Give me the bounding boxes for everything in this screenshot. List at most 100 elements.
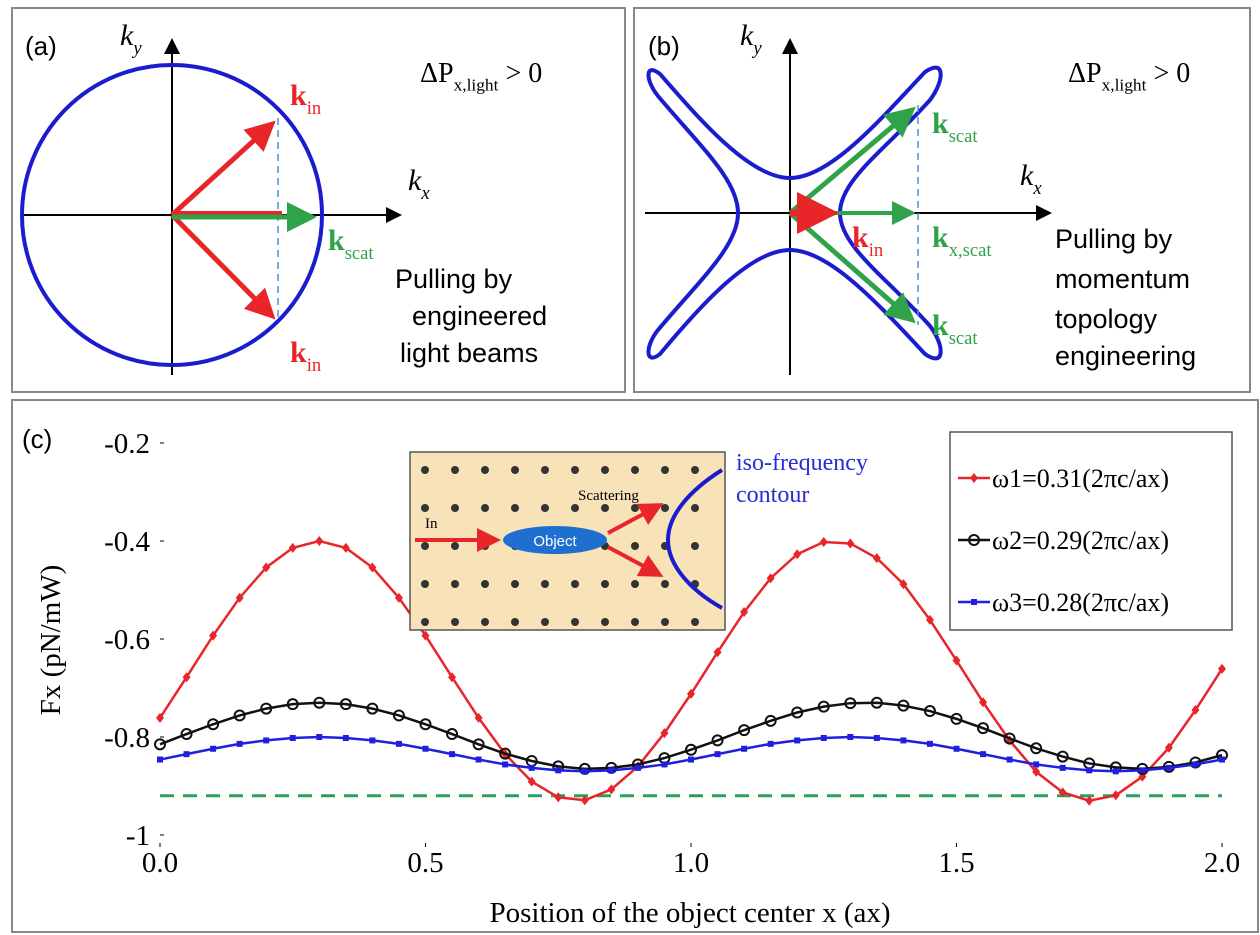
marker — [1112, 790, 1120, 800]
marker — [821, 735, 827, 741]
label: kin — [852, 221, 884, 261]
marker — [1166, 765, 1172, 771]
marker — [316, 734, 322, 740]
lattice-dot — [571, 504, 579, 512]
label: ΔPx,light > 0 — [420, 58, 542, 94]
inset-text: Scattering — [578, 488, 639, 504]
label: kx — [408, 164, 430, 204]
marker — [688, 757, 694, 763]
marker — [874, 735, 880, 741]
marker — [237, 741, 243, 747]
lattice-dot — [541, 504, 549, 512]
legend-entry: ω1=0.31(2πc/ax) — [992, 464, 1169, 493]
lattice-dot — [421, 580, 429, 588]
lattice-dot — [571, 466, 579, 474]
marker — [900, 737, 906, 743]
label: ky — [740, 19, 762, 59]
lattice-dot — [481, 618, 489, 626]
lattice-dot — [421, 466, 429, 474]
marker — [315, 536, 323, 546]
panel-b: (b) kykxΔPx,light > 0kscatkinkx,scatksca… — [645, 19, 1196, 375]
marker — [184, 751, 190, 757]
panel-label: (c) — [22, 424, 52, 454]
caption-line: engineered — [412, 301, 547, 331]
lattice-dot — [661, 580, 669, 588]
marker — [555, 767, 561, 773]
panel-label: (b) — [648, 31, 680, 61]
marker — [661, 761, 667, 767]
marker — [343, 735, 349, 741]
figure: (a) ky kx ΔPx,light > 0 kin kscat kin Pulling … — [0, 0, 1260, 935]
marker — [554, 792, 562, 802]
marker — [396, 741, 402, 747]
lattice-dot — [631, 504, 639, 512]
marker — [794, 737, 800, 743]
label: kin — [290, 79, 322, 119]
lattice-dot — [481, 504, 489, 512]
lattice-dot — [511, 618, 519, 626]
legend: ω1=0.31(2πc/ax)ω2=0.29(2πc/ax)ω3=0.28(2π… — [950, 432, 1232, 630]
caption-line: momentum — [1055, 264, 1190, 294]
lattice-dot — [451, 466, 459, 474]
lattice-dot — [481, 580, 489, 588]
lattice-dot — [511, 466, 519, 474]
panel-label: (a) — [25, 31, 57, 61]
lattice-dot — [421, 504, 429, 512]
label: kscat — [932, 107, 978, 147]
lattice-dot — [601, 580, 609, 588]
label: kx — [1020, 159, 1042, 199]
marker — [1192, 761, 1198, 767]
lattice-dot — [481, 542, 489, 550]
x-axis-label: Position of the object center x (ax) — [489, 897, 890, 929]
lattice-dot — [481, 466, 489, 474]
marker — [741, 746, 747, 752]
marker — [1007, 757, 1013, 763]
label: ΔPx,light > 0 — [1068, 58, 1190, 94]
contour-text: iso-frequency — [736, 450, 868, 476]
marker — [449, 751, 455, 757]
y-tick-label: -0.2 — [104, 428, 150, 460]
caption-line: light beams — [400, 338, 538, 368]
marker — [1139, 767, 1145, 773]
lattice-dot — [601, 466, 609, 474]
inset-text: Object — [533, 533, 577, 550]
marker — [954, 746, 960, 752]
marker — [1113, 768, 1119, 774]
contour-text: contour — [736, 482, 809, 508]
marker — [476, 757, 482, 763]
marker — [971, 599, 977, 605]
marker — [290, 735, 296, 741]
marker — [980, 751, 986, 757]
lattice-dot — [451, 542, 459, 550]
y-tick-label: -0.6 — [104, 624, 150, 656]
marker — [157, 757, 163, 763]
marker — [529, 765, 535, 771]
marker — [369, 737, 375, 743]
lattice-dot — [631, 580, 639, 588]
lattice-dot — [451, 504, 459, 512]
lattice-dot — [511, 580, 519, 588]
lattice-dot — [691, 618, 699, 626]
marker — [1060, 765, 1066, 771]
caption-line: Pulling by — [1055, 224, 1173, 254]
lattice-dot — [571, 580, 579, 588]
lattice-dot — [631, 618, 639, 626]
label: ky — [120, 19, 142, 59]
marker — [820, 537, 828, 547]
marker — [635, 765, 641, 771]
legend-entry: ω2=0.29(2πc/ax) — [992, 526, 1169, 555]
inset-text: In — [425, 516, 438, 532]
y-tick-label: -0.8 — [104, 722, 150, 754]
lattice-dot — [451, 618, 459, 626]
lattice-dot — [511, 504, 519, 512]
marker — [715, 751, 721, 757]
marker — [263, 737, 269, 743]
x-tick-label: 0.5 — [407, 847, 443, 879]
lattice-dot — [571, 618, 579, 626]
label: kx,scat — [932, 221, 992, 261]
label: kin — [290, 336, 322, 376]
caption-line: topology — [1055, 304, 1158, 334]
lattice-dot — [541, 618, 549, 626]
lattice-dot — [421, 542, 429, 550]
